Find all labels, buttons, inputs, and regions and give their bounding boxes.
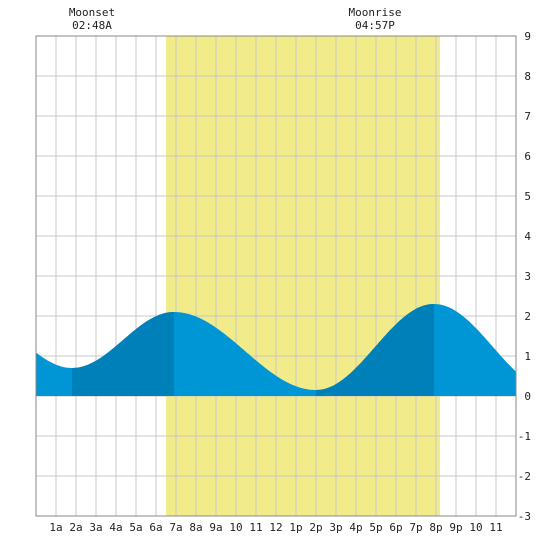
x-tick-label: 8p	[429, 521, 442, 534]
tide-rising-segment	[72, 312, 174, 396]
x-tick-label: 10	[229, 521, 242, 534]
x-tick-label: 4p	[349, 521, 362, 534]
moon-event-label: Moonrise	[349, 6, 402, 19]
y-tick-label: 6	[524, 150, 531, 163]
x-tick-label: 7p	[409, 521, 422, 534]
grid-lines	[36, 36, 516, 516]
x-tick-label: 9a	[209, 521, 222, 534]
moon-event-time: 02:48A	[72, 19, 112, 32]
y-tick-label: 9	[524, 30, 531, 43]
y-tick-label: 0	[524, 390, 531, 403]
x-tick-label: 6p	[389, 521, 402, 534]
plot-border	[35, 35, 517, 517]
y-tick-label: 7	[524, 110, 531, 123]
x-tick-label: 11	[249, 521, 262, 534]
x-tick-label: 7a	[169, 521, 182, 534]
moon-event-time: 04:57P	[355, 19, 395, 32]
moon-event-label: Moonset	[69, 6, 115, 19]
y-tick-label: -1	[518, 430, 531, 443]
x-tick-label: 3p	[329, 521, 342, 534]
x-tick-label: 1p	[289, 521, 302, 534]
x-tick-label: 9p	[449, 521, 462, 534]
y-tick-label: 4	[524, 230, 531, 243]
y-tick-label: -3	[518, 510, 531, 523]
x-tick-label: 11	[489, 521, 502, 534]
x-tick-label: 5a	[129, 521, 142, 534]
x-tick-label: 2a	[69, 521, 82, 534]
tide-dark-segments	[72, 304, 434, 396]
y-tick-labels: -3 -2 -1 0 1 2 3 4 5 6 7 8 9	[518, 30, 532, 523]
y-tick-label: 8	[524, 70, 531, 83]
x-tick-label: 2p	[309, 521, 322, 534]
x-tick-labels: 1a 2a 3a 4a 5a 6a 7a 8a 9a 10 11 12 1p 2p 3p 4p 5p 6p 7p 8p…	[49, 521, 502, 534]
x-tick-label: 3a	[89, 521, 102, 534]
y-tick-label: 3	[524, 270, 531, 283]
x-tick-label: 10	[469, 521, 482, 534]
x-tick-label: 4a	[109, 521, 122, 534]
y-tick-label: 1	[524, 350, 531, 363]
tide-rising-segment	[316, 304, 434, 396]
x-tick-label: 5p	[369, 521, 382, 534]
y-tick-label: -2	[518, 470, 531, 483]
y-tick-label: 2	[524, 310, 531, 323]
x-tick-label: 12	[269, 521, 282, 534]
y-tick-label: 5	[524, 190, 531, 203]
x-tick-label: 6a	[149, 521, 162, 534]
x-tick-label: 8a	[189, 521, 202, 534]
x-tick-label: 1a	[49, 521, 62, 534]
